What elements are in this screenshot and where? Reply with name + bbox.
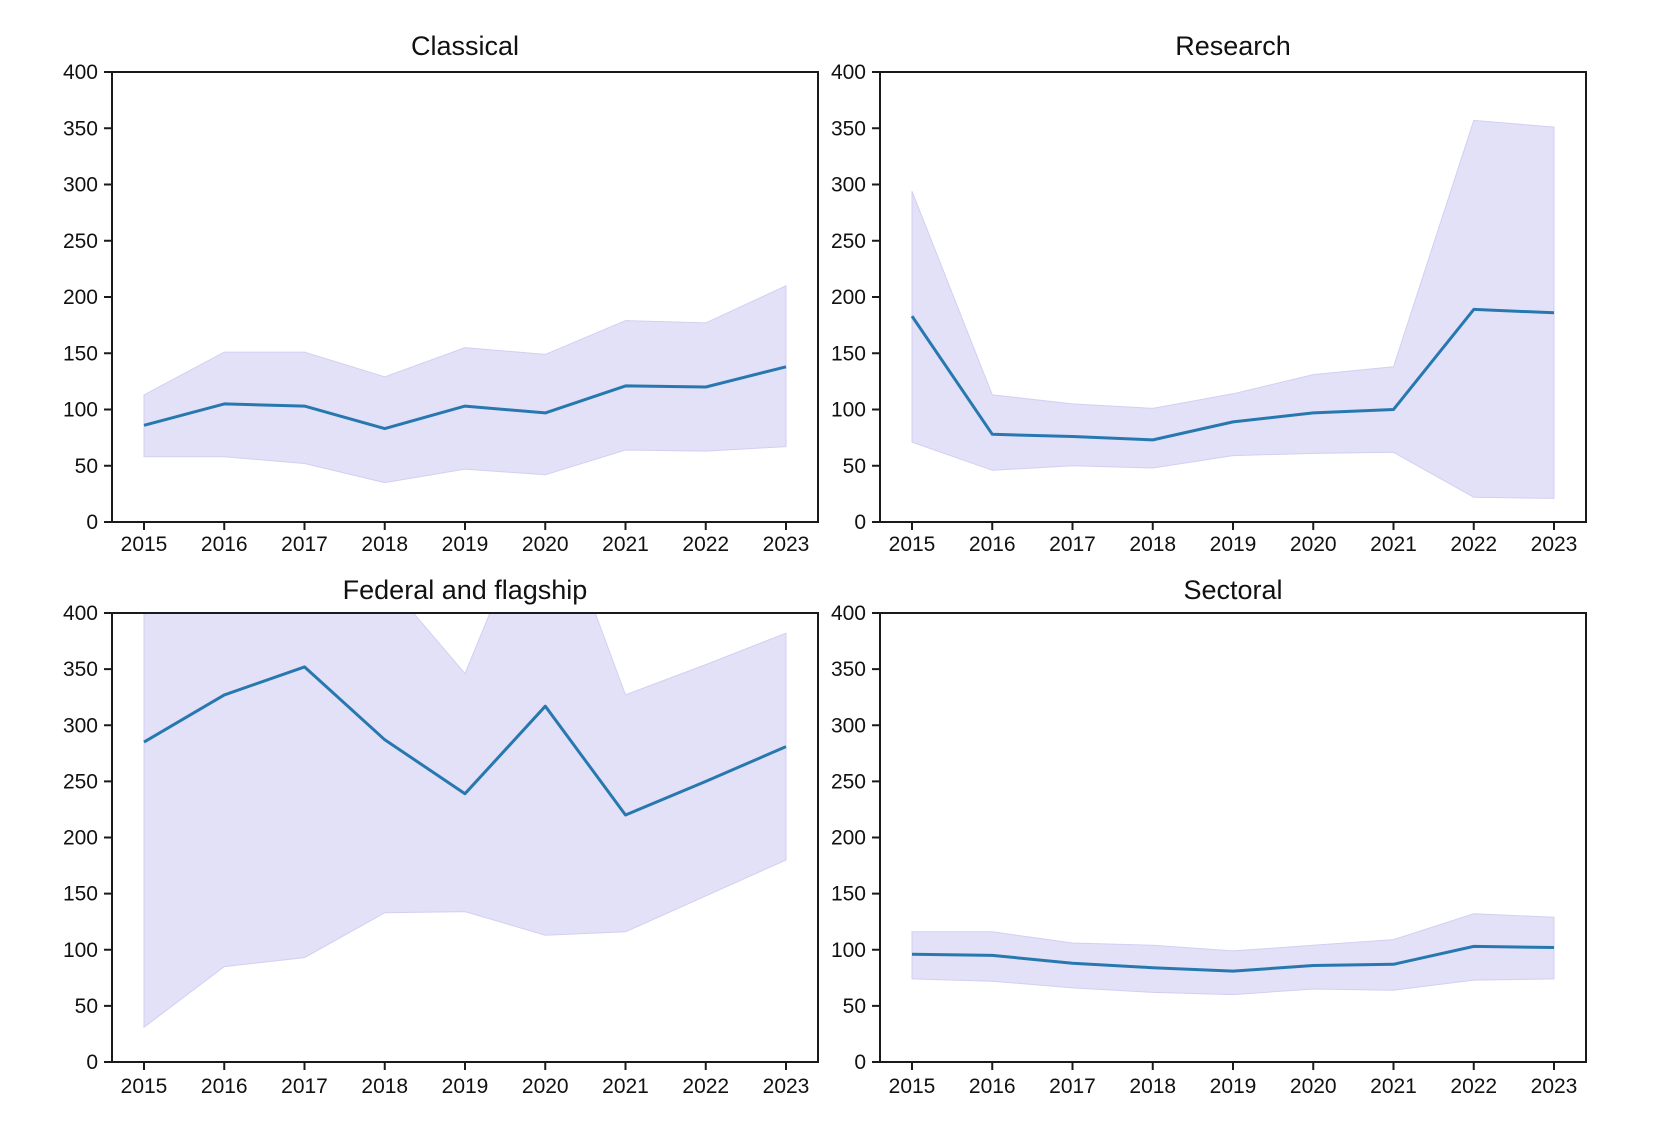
y-tick-label: 250 [63, 230, 98, 253]
x-tick-label: 2023 [1531, 533, 1578, 556]
x-tick-label: 2017 [1049, 1075, 1096, 1098]
x-tick-label: 2018 [361, 533, 408, 556]
confidence-band [911, 913, 1555, 996]
y-tick-label: 300 [831, 174, 866, 197]
x-tick-label: 2015 [889, 533, 936, 556]
y-tick-label: 400 [831, 61, 866, 84]
y-tick-label: 0 [86, 1051, 98, 1074]
y-tick-label: 50 [843, 455, 866, 478]
plot-border [879, 612, 1587, 1063]
x-tick-label: 2021 [602, 533, 649, 556]
chart-classical: Classical 0 50 100 150 200 250 300 350 400 2015 201… [63, 31, 819, 556]
x-tick-label: 2017 [281, 1075, 328, 1098]
confidence-band [143, 613, 787, 1029]
y-tick-label: 350 [831, 117, 866, 140]
y-tick-label: 50 [75, 995, 98, 1018]
chart-federal-and-flagship: Federal and flagship 0 50 100 150 200 250 300 35… [63, 575, 819, 1098]
y-tick-label: 100 [831, 939, 866, 962]
x-tick-label: 2017 [281, 533, 328, 556]
y-tick-label: 350 [831, 658, 866, 681]
y-tick-label: 150 [63, 883, 98, 906]
mean-line-mean [143, 365, 787, 431]
x-tick-label: 2016 [201, 1075, 248, 1098]
chart-research: Research 0 50 100 150 200 250 300 350 400 2015 2016… [831, 31, 1587, 556]
x-tick-label: 2015 [121, 1075, 168, 1098]
x-tick-label: 2020 [522, 533, 569, 556]
x-tick-label: 2022 [682, 533, 729, 556]
chart-title: Sectoral [1183, 575, 1282, 605]
y-tick-label: 200 [831, 286, 866, 309]
chart-title: Classical [411, 31, 519, 61]
plot-border [111, 612, 819, 1063]
y-tick-label: 0 [854, 1051, 866, 1074]
x-tick-label: 2019 [1210, 533, 1257, 556]
y-tick-label: 200 [63, 286, 98, 309]
x-tick-label: 2015 [889, 1075, 936, 1098]
x-tick-label: 2020 [1290, 1075, 1337, 1098]
y-tick-label: 300 [63, 174, 98, 197]
y-tick-label: 250 [63, 770, 98, 793]
y-tick-label: 250 [831, 770, 866, 793]
y-tick-label: 350 [63, 658, 98, 681]
x-tick-label: 2015 [121, 533, 168, 556]
x-tick-label: 2019 [442, 1075, 489, 1098]
x-tick-label: 2020 [522, 1075, 569, 1098]
x-tick-label: 2021 [1370, 533, 1417, 556]
x-tick-label: 2023 [763, 1075, 810, 1098]
chart-sectoral: Sectoral 0 50 100 150 200 250 300 350 400 2015 2016… [831, 575, 1587, 1098]
x-tick-label: 2019 [1210, 1075, 1257, 1098]
x-tick-label: 2018 [361, 1075, 408, 1098]
chart-title: Research [1175, 31, 1291, 61]
y-tick-label: 350 [63, 117, 98, 140]
plot-border [879, 71, 1587, 523]
y-tick-label: 300 [831, 714, 866, 737]
chart-title: Federal and flagship [343, 575, 588, 605]
y-tick-label: 150 [63, 342, 98, 365]
confidence-band [911, 119, 1555, 499]
x-tick-label: 2016 [969, 1075, 1016, 1098]
x-tick-label: 2022 [682, 1075, 729, 1098]
y-tick-label: 50 [843, 995, 866, 1018]
y-tick-label: 100 [831, 399, 866, 422]
y-tick-label: 150 [831, 342, 866, 365]
x-tick-label: 2023 [763, 533, 810, 556]
x-tick-label: 2020 [1290, 533, 1337, 556]
x-tick-label: 2022 [1450, 533, 1497, 556]
plot-border [111, 71, 819, 523]
x-tick-label: 2019 [442, 533, 489, 556]
y-tick-label: 400 [831, 602, 866, 625]
confidence-band [143, 285, 787, 484]
y-tick-label: 400 [63, 602, 98, 625]
y-tick-label: 0 [86, 511, 98, 534]
y-tick-label: 100 [63, 399, 98, 422]
mean-line-mean [143, 665, 787, 817]
mean-line-mean [911, 944, 1555, 973]
y-tick-label: 400 [63, 61, 98, 84]
x-tick-label: 2018 [1129, 533, 1176, 556]
y-tick-label: 150 [831, 883, 866, 906]
x-tick-label: 2022 [1450, 1075, 1497, 1098]
y-tick-label: 50 [75, 455, 98, 478]
y-tick-label: 200 [831, 827, 866, 850]
y-tick-label: 300 [63, 714, 98, 737]
y-tick-label: 0 [854, 511, 866, 534]
y-tick-label: 250 [831, 230, 866, 253]
x-tick-label: 2018 [1129, 1075, 1176, 1098]
y-tick-label: 200 [63, 827, 98, 850]
x-tick-label: 2016 [201, 533, 248, 556]
x-tick-label: 2021 [602, 1075, 649, 1098]
y-tick-label: 100 [63, 939, 98, 962]
mean-line-mean [910, 307, 1555, 442]
x-tick-label: 2023 [1531, 1075, 1578, 1098]
x-tick-label: 2016 [969, 533, 1016, 556]
x-tick-label: 2021 [1370, 1075, 1417, 1098]
x-tick-label: 2017 [1049, 533, 1096, 556]
